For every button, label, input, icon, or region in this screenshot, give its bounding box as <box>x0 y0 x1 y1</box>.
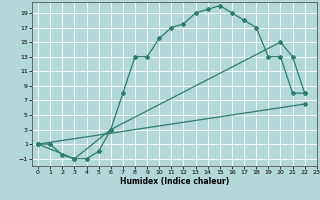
X-axis label: Humidex (Indice chaleur): Humidex (Indice chaleur) <box>120 177 229 186</box>
